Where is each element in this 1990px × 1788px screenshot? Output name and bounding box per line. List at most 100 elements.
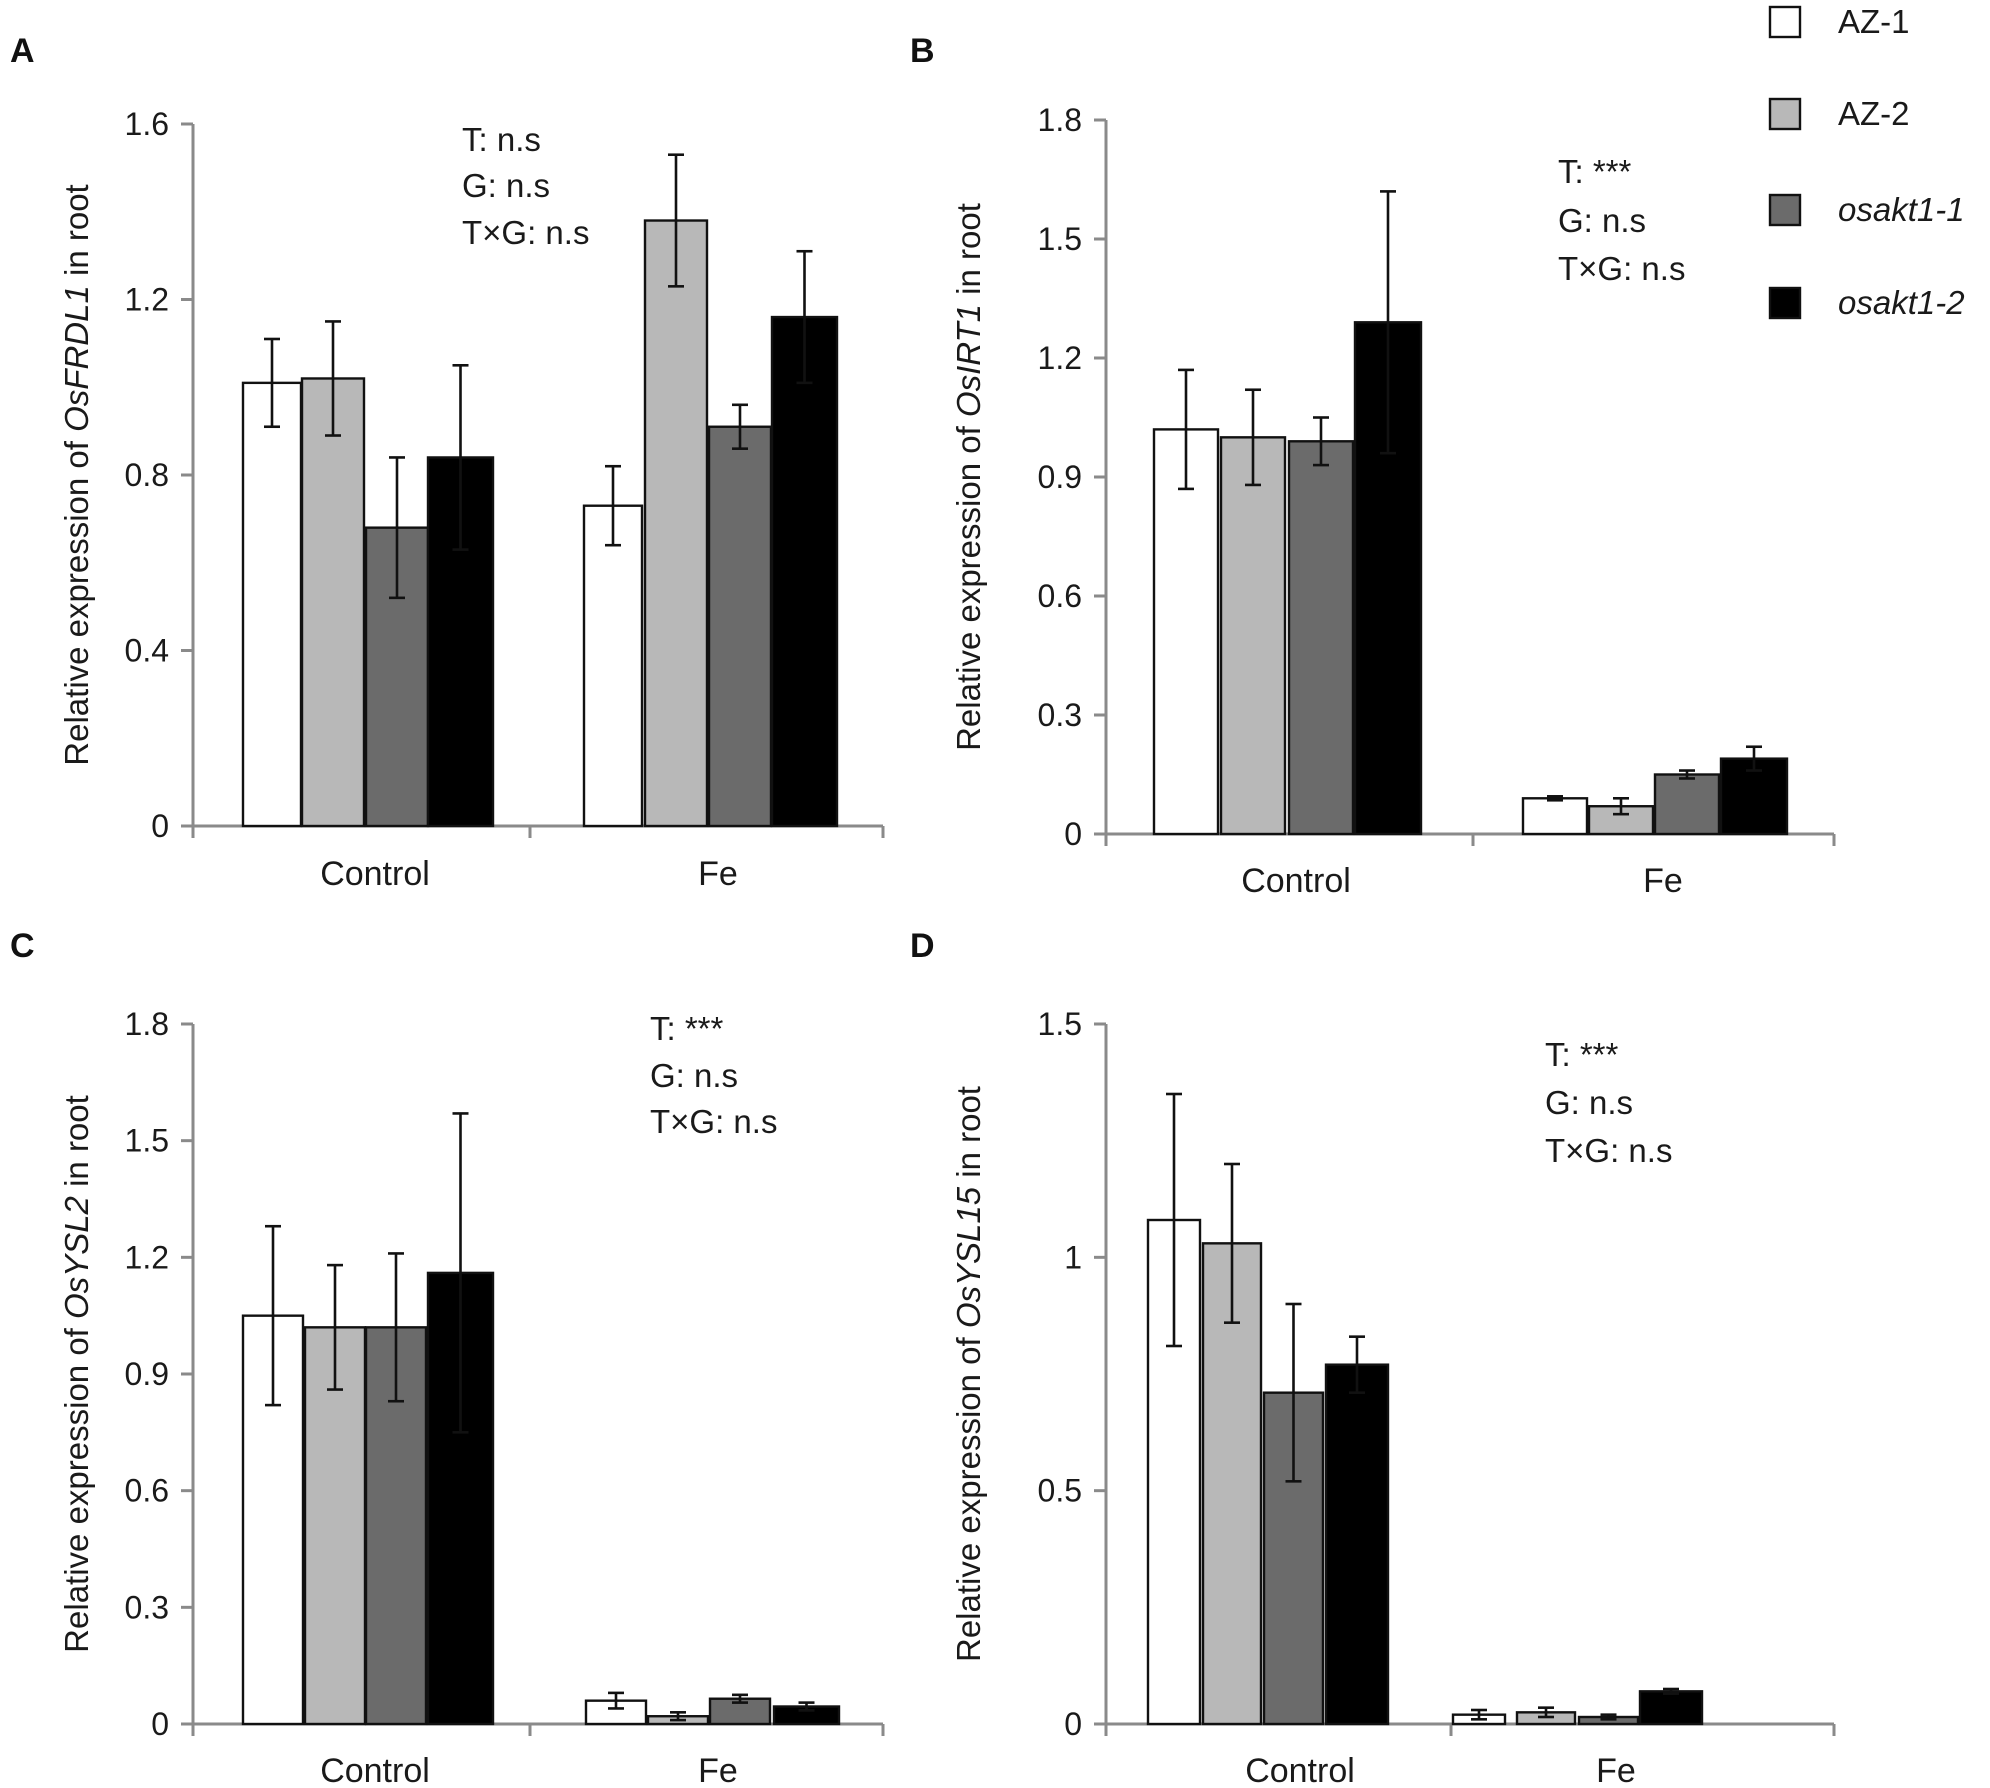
error-bar <box>796 249 813 385</box>
y-axis-label-prefix: Relative expression of <box>950 417 987 751</box>
x-category-label: Control <box>1245 1752 1355 1788</box>
legend-label: osakt1-2 <box>1838 284 1965 321</box>
bar-AZ-1-Fe <box>1521 797 1589 836</box>
bar-AZ-1-Control <box>1152 428 1220 836</box>
bar-osakt1-2-Fe <box>1638 1690 1704 1726</box>
stat-annotation: T×G: n.s <box>462 214 589 251</box>
bar-osakt1-2-Control <box>1324 1363 1390 1726</box>
panel-B: B 0 0.3 0.6 0.9 1.2 1.5 1.8 Control Fe T: *** G: n.… <box>910 32 1836 900</box>
error-bar <box>608 1691 624 1710</box>
x-category-label: Fe <box>698 855 738 893</box>
legend-swatch <box>1768 5 1802 39</box>
panel-letter: A <box>10 32 35 70</box>
error-bar <box>389 456 405 600</box>
y-tick-label: 0.3 <box>1038 697 1082 733</box>
y-axis-label: Relative expression of OsYSL2 in root <box>58 1095 95 1653</box>
legend-swatch <box>1768 97 1802 131</box>
error-bar <box>1313 416 1329 467</box>
y-axis-label-prefix: Relative expression of <box>950 1328 987 1662</box>
legend-label: osakt1-1 <box>1838 191 1965 228</box>
y-axis-label-prefix: Relative expression of <box>58 1319 95 1653</box>
stat-annotation: G: n.s <box>650 1057 738 1094</box>
bar-AZ-2-Control <box>1219 436 1287 836</box>
panel-D: D 0 0.5 1 1.5 Control Fe T: *** G: n.s T×G: n.s Re… <box>910 927 1836 1788</box>
bar-osakt1-1-Fe <box>1653 773 1721 836</box>
legend: AZ-1 AZ-2 osakt1-1 osakt1-2 <box>1768 3 1965 321</box>
x-category-label: Fe <box>1643 862 1683 900</box>
legend-swatch <box>1768 286 1802 320</box>
y-tick-label: 0.9 <box>125 1356 169 1392</box>
stat-annotation: T×G: n.s <box>1545 1132 1672 1169</box>
stat-annotation: T: n.s <box>462 121 541 158</box>
y-axis-label-suffix: in root <box>58 1095 95 1196</box>
error-bar <box>1380 190 1396 455</box>
legend-label: AZ-2 <box>1838 95 1910 132</box>
x-category-label: Control <box>1241 862 1351 900</box>
y-axis-label: Relative expression of OsFRDL1 in root <box>58 184 95 765</box>
error-bar <box>1166 1092 1182 1348</box>
y-tick-label: 0 <box>1064 1706 1082 1742</box>
y-tick-label: 1.5 <box>125 1123 169 1159</box>
bar-osakt1-1-Fe <box>707 425 773 828</box>
error-bar <box>264 337 280 429</box>
error-bar <box>1613 796 1629 816</box>
stat-annotation: T: *** <box>1558 153 1632 190</box>
stat-annotation: G: n.s <box>462 167 550 204</box>
error-bar <box>1746 745 1762 772</box>
y-tick-label: 1.2 <box>1038 340 1082 376</box>
x-category-label: Fe <box>1596 1752 1636 1788</box>
panel-A: A 0 0.4 0.8 1.2 1.6 Control Fe T: n.s G: n.s T×G: … <box>10 32 885 893</box>
y-axis-label-gene: OsYSL15 <box>950 1186 987 1328</box>
error-bar <box>1178 368 1194 491</box>
y-tick-label: 1.5 <box>1038 1006 1082 1042</box>
bar-AZ-2-Control <box>300 377 366 828</box>
legend-swatch <box>1768 193 1802 227</box>
error-bar <box>1679 769 1695 780</box>
legend-item-osakt1-2: osakt1-2 <box>1768 284 1965 321</box>
y-tick-label: 1.2 <box>125 1239 169 1275</box>
panel-C: C 0 0.3 0.6 0.9 1.2 1.5 1.8 Control Fe T: *** G: n.… <box>10 927 885 1788</box>
y-axis-label-gene: OsFRDL1 <box>58 285 95 432</box>
y-tick-label: 1.5 <box>1038 221 1082 257</box>
error-bar <box>1547 795 1563 802</box>
y-tick-label: 1.8 <box>125 1006 169 1042</box>
stat-annotation: T: *** <box>650 1010 724 1047</box>
bar-AZ-2-Control <box>303 1326 367 1726</box>
error-bar <box>670 1711 686 1722</box>
legend-item-AZ-2: AZ-2 <box>1768 95 1910 132</box>
error-bar <box>1349 1335 1365 1394</box>
bar-osakt1-1-Control <box>1287 440 1355 836</box>
y-tick-label: 0 <box>151 808 169 844</box>
error-bar <box>1224 1162 1240 1324</box>
y-tick-label: 0.3 <box>125 1589 169 1625</box>
y-axis-label: Relative expression of OsYSL15 in root <box>950 1086 987 1662</box>
y-tick-label: 1.6 <box>125 106 169 142</box>
error-bar <box>1663 1687 1679 1695</box>
error-bar <box>1538 1706 1554 1719</box>
panel-letter: B <box>910 32 935 70</box>
y-axis-label-gene: OsIRT1 <box>950 304 987 417</box>
y-axis-label-suffix: in root <box>950 1086 987 1187</box>
legend-item-osakt1-1: osakt1-1 <box>1768 191 1965 228</box>
panel-letter: D <box>910 927 935 965</box>
stat-annotation: G: n.s <box>1558 202 1646 239</box>
y-tick-label: 0.8 <box>125 457 169 493</box>
error-bar <box>452 364 469 551</box>
bar-osakt1-2-Fe <box>770 315 839 828</box>
y-tick-label: 0.9 <box>1038 459 1082 495</box>
x-category-label: Control <box>320 855 430 893</box>
y-tick-label: 1.8 <box>1038 102 1082 138</box>
error-bar <box>1285 1302 1302 1483</box>
bar-AZ-1-Control <box>241 381 303 828</box>
y-axis-label-suffix: in root <box>950 203 987 304</box>
stat-annotation: T×G: n.s <box>650 1103 777 1140</box>
panels: A 0 0.4 0.8 1.2 1.6 Control Fe T: n.s G: n.s T×G: … <box>10 32 1836 1788</box>
y-axis-label-gene: OsYSL2 <box>58 1196 95 1319</box>
error-bar <box>1600 1713 1617 1721</box>
error-bar <box>1245 388 1261 487</box>
stat-annotation: T: *** <box>1545 1036 1619 1073</box>
y-tick-label: 0.5 <box>1038 1473 1082 1509</box>
y-axis-label-suffix: in root <box>58 184 95 285</box>
x-category-label: Control <box>320 1752 430 1788</box>
